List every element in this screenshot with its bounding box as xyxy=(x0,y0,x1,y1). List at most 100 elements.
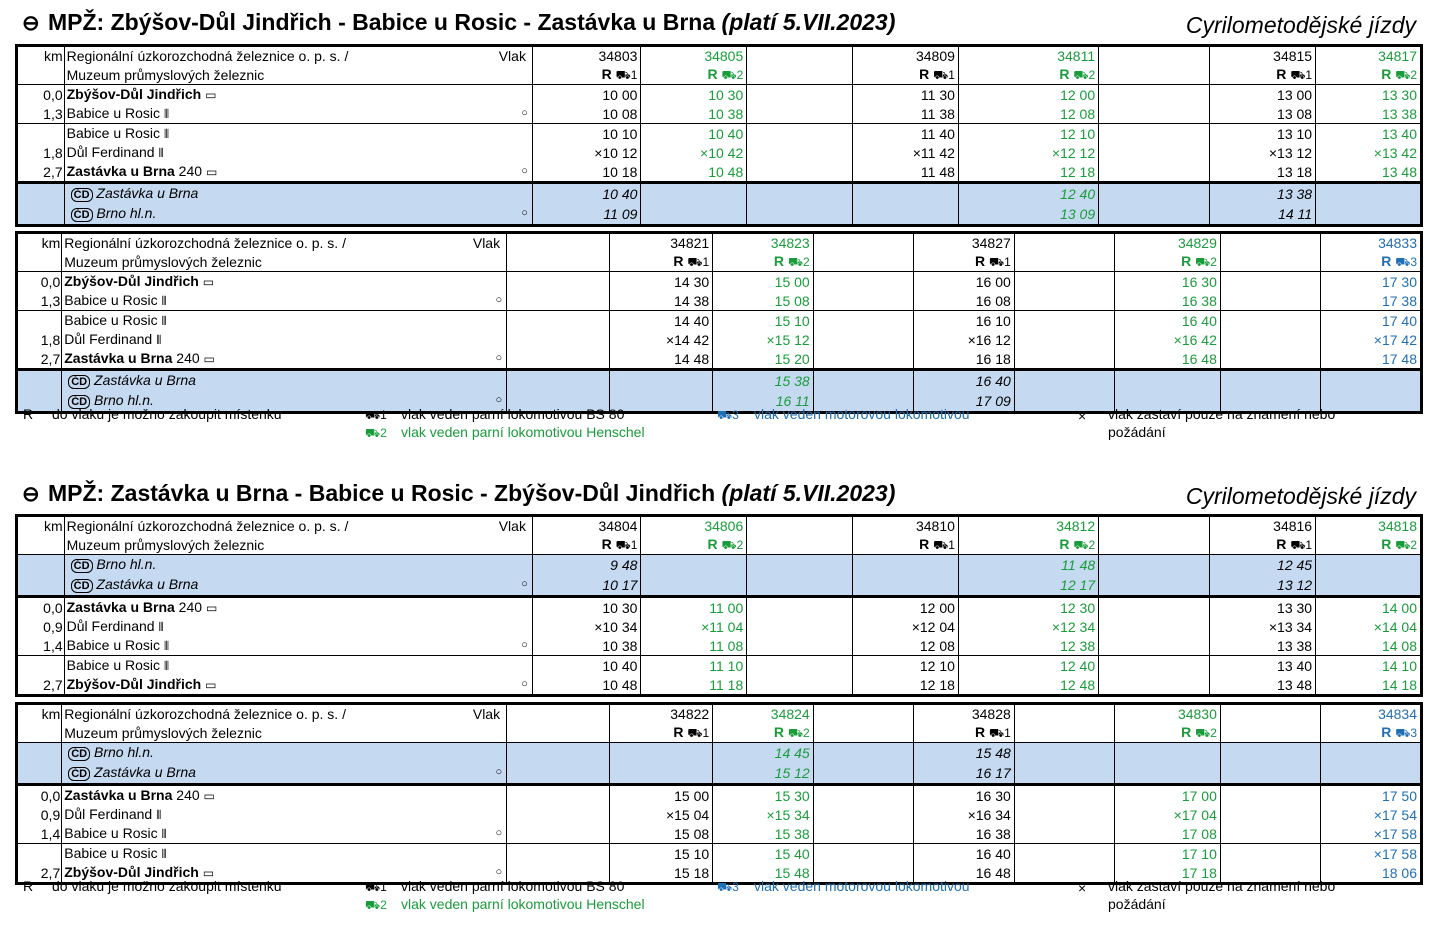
time-cell: 13 18 xyxy=(1209,162,1316,183)
train-category: R ⛟1 xyxy=(913,723,1015,743)
table-row: ČD Zastávka u Brna 15 38 16 40 xyxy=(16,368,1422,391)
time-cell: 12 08 xyxy=(957,104,1099,124)
station-name: Důl Ferdinand ⦀ xyxy=(61,805,507,824)
station-name: Babice u Rosic ⦀ ○ xyxy=(63,636,533,656)
legend-l3: ⛟3 xyxy=(717,878,739,896)
time-cell: 10 38 xyxy=(531,636,641,656)
table-row: 0,9 Důl Ferdinand ⦀ ×15 04 ×15 34 ×16 34 ×17 … xyxy=(17,805,1422,824)
time-cell xyxy=(1219,783,1321,805)
time-cell xyxy=(1219,291,1321,311)
time-cell: 14 45 xyxy=(712,742,814,763)
train-category: R ⛟2 xyxy=(957,65,1099,85)
time-cell xyxy=(609,391,713,413)
km-header: km xyxy=(43,48,63,64)
time-cell xyxy=(609,368,713,391)
circle-icon: ○ xyxy=(521,207,528,219)
time-cell: 12 17 xyxy=(957,575,1099,597)
time-cell xyxy=(1098,575,1210,597)
train-category: R ⛟2 xyxy=(1114,723,1221,743)
time-cell xyxy=(1219,824,1321,844)
time-cell: 13 38 xyxy=(1315,104,1422,124)
time-cell: ×14 42 xyxy=(609,330,713,349)
time-cell xyxy=(1013,742,1115,763)
table-row: 2,7 Zastávka u Brna 240 ▭ ○ 10 18 10 48 11 48… xyxy=(17,162,1422,183)
time-cell: 15 18 xyxy=(609,863,713,884)
train-number: 34803 xyxy=(531,45,641,65)
km-value: 0,0 xyxy=(16,271,62,291)
loco-icon: ⛟2 xyxy=(1395,538,1417,552)
time-cell: ×16 34 xyxy=(913,805,1015,824)
time-cell xyxy=(506,783,610,805)
train-number: 34811 xyxy=(957,45,1099,65)
train-number: 34816 xyxy=(1209,515,1316,535)
time-cell: ×13 42 xyxy=(1315,143,1422,162)
train-category: R ⛟1 xyxy=(609,723,713,743)
time-cell: 12 38 xyxy=(957,636,1099,656)
km-value xyxy=(16,554,65,575)
time-cell: ×17 58 xyxy=(1320,824,1422,844)
loco-icon: ⛟2 xyxy=(721,538,744,552)
km-value: 1,4 xyxy=(43,637,63,654)
time-cell: 17 09 xyxy=(913,391,1015,413)
legend-1: R do vlaku je možno zakoupit místenku ⛟1… xyxy=(15,406,1423,446)
circle-icon: ○ xyxy=(495,766,503,778)
bus-icon: ▭ xyxy=(203,352,215,366)
train-category: R ⛟3 xyxy=(1320,723,1422,743)
train-number: 34809 xyxy=(852,45,959,65)
station-name: Důl Ferdinand ⦀ xyxy=(63,143,533,162)
timetable-4: km Regionální úzkorozchodná železnice o. … xyxy=(15,702,1423,885)
time-cell xyxy=(746,595,853,617)
bus-icon: ▭ xyxy=(205,678,217,692)
time-cell: 10 18 xyxy=(531,162,641,183)
time-cell: 15 08 xyxy=(712,291,814,311)
km-value: 0,9 xyxy=(43,618,63,635)
time-cell xyxy=(812,271,914,291)
train-number: 34828 xyxy=(913,703,1015,723)
time-cell: ×12 04 xyxy=(852,617,959,636)
km-header: km xyxy=(41,235,61,251)
time-cell xyxy=(1315,554,1422,575)
time-cell: 17 10 xyxy=(1114,843,1221,863)
train-number: 34830 xyxy=(1114,703,1221,723)
time-cell: 14 08 xyxy=(1315,636,1422,656)
time-cell xyxy=(1013,330,1115,349)
time-cell: 13 30 xyxy=(1209,595,1316,617)
time-cell: 15 00 xyxy=(609,783,713,805)
vlak-label: Vlak xyxy=(472,235,501,251)
time-cell xyxy=(852,575,959,597)
circle-icon: ○ xyxy=(495,866,503,878)
time-cell xyxy=(1098,123,1210,143)
time-cell: 10 48 xyxy=(640,162,747,183)
table-row: Babice u Rosic ⦀ 14 40 15 10 16 10 16 40 17 4… xyxy=(16,310,1422,330)
time-cell: 10 00 xyxy=(531,84,641,104)
time-cell: 10 30 xyxy=(531,595,641,617)
km-value: 2,7 xyxy=(43,163,63,180)
km-value: 0,0 xyxy=(16,783,62,805)
time-cell xyxy=(1013,310,1115,330)
time-cell xyxy=(812,349,914,370)
legend-r: R xyxy=(23,878,34,894)
time-cell: 17 18 xyxy=(1114,863,1221,884)
time-cell: ×17 54 xyxy=(1320,805,1422,824)
table-row: 1,8 Důl Ferdinand ⦀ ×10 12 ×10 42 ×11 42 ×12 … xyxy=(17,143,1422,162)
table-row: 0,0 Zastávka u Brna 240 ▭ 15 00 15 30 16 30 1… xyxy=(16,783,1422,805)
vlak-label: Vlak xyxy=(498,48,526,64)
station-name: Babice u Rosic ⦀ ○ xyxy=(63,104,533,124)
time-cell: 10 40 xyxy=(531,655,641,675)
time-cell xyxy=(1219,349,1321,370)
train-category: R ⛟2 xyxy=(712,723,814,743)
table-row: ČD Brno hl.n. ○ 11 09 13 09 14 11 xyxy=(16,204,1422,226)
loco-icon: ⛟1 xyxy=(989,255,1011,269)
time-cell xyxy=(1098,181,1210,204)
train-number: 34823 xyxy=(712,232,814,252)
station-name: Babice u Rosic ⦀ xyxy=(61,310,507,330)
time-cell: 15 30 xyxy=(712,783,814,805)
time-cell xyxy=(1114,742,1221,763)
time-cell: 16 30 xyxy=(1114,271,1221,291)
time-cell: 9 48 xyxy=(531,554,641,575)
time-cell: ×12 34 xyxy=(957,617,1099,636)
time-cell: 16 40 xyxy=(913,368,1015,391)
time-cell xyxy=(812,368,914,391)
rail-stop-icon: ⦀ xyxy=(161,827,167,841)
time-cell: 13 38 xyxy=(1209,636,1316,656)
